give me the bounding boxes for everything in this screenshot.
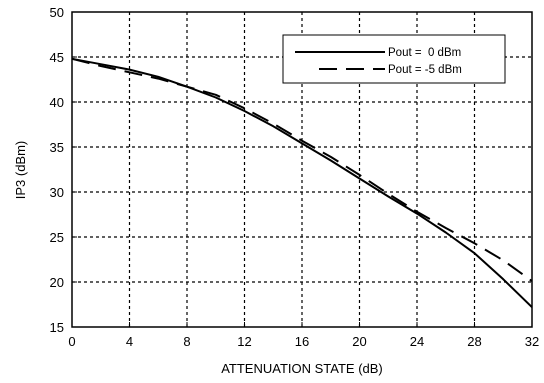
x-axis-label: ATTENUATION STATE (dB) (221, 361, 383, 376)
series-layer (71, 57, 533, 308)
x-tick-label-4: 4 (126, 334, 133, 349)
x-tick-label-20: 20 (352, 334, 366, 349)
ticks (71, 11, 533, 328)
legend-box (282, 34, 506, 84)
y-tick-label-20: 20 (50, 275, 64, 290)
legend-label-minus5dbm: Pout = -5 dBm (388, 64, 462, 76)
x-tick-label-28: 28 (467, 334, 481, 349)
x-tick-label-12: 12 (237, 334, 251, 349)
x-tick-label-16: 16 (295, 334, 309, 349)
series-line-minus5dbm (71, 57, 533, 282)
series-line-0dbm (71, 57, 533, 308)
legend-label-0dbm: Pout = 0 dBm (388, 47, 461, 59)
legend: Pout = 0 dBm Pout = -5 dBm (282, 34, 506, 84)
x-tick-label-8: 8 (183, 334, 190, 349)
y-tick-label-25: 25 (50, 230, 64, 245)
y-tick-label-15: 15 (50, 320, 64, 335)
tick-labels: 0 4 8 12 16 20 24 28 32 15 20 25 30 35 40 45 50 (50, 5, 540, 349)
y-tick-label-45: 45 (50, 50, 64, 65)
x-tick-label-0: 0 (68, 334, 75, 349)
y-tick-label-30: 30 (50, 185, 64, 200)
y-tick-label-40: 40 (50, 95, 64, 110)
y-tick-label-50: 50 (50, 5, 64, 20)
y-tick-label-35: 35 (50, 140, 64, 155)
x-tick-label-24: 24 (410, 334, 424, 349)
x-tick-label-32: 32 (525, 334, 539, 349)
y-axis-label: IP3 (dBm) (13, 141, 28, 200)
